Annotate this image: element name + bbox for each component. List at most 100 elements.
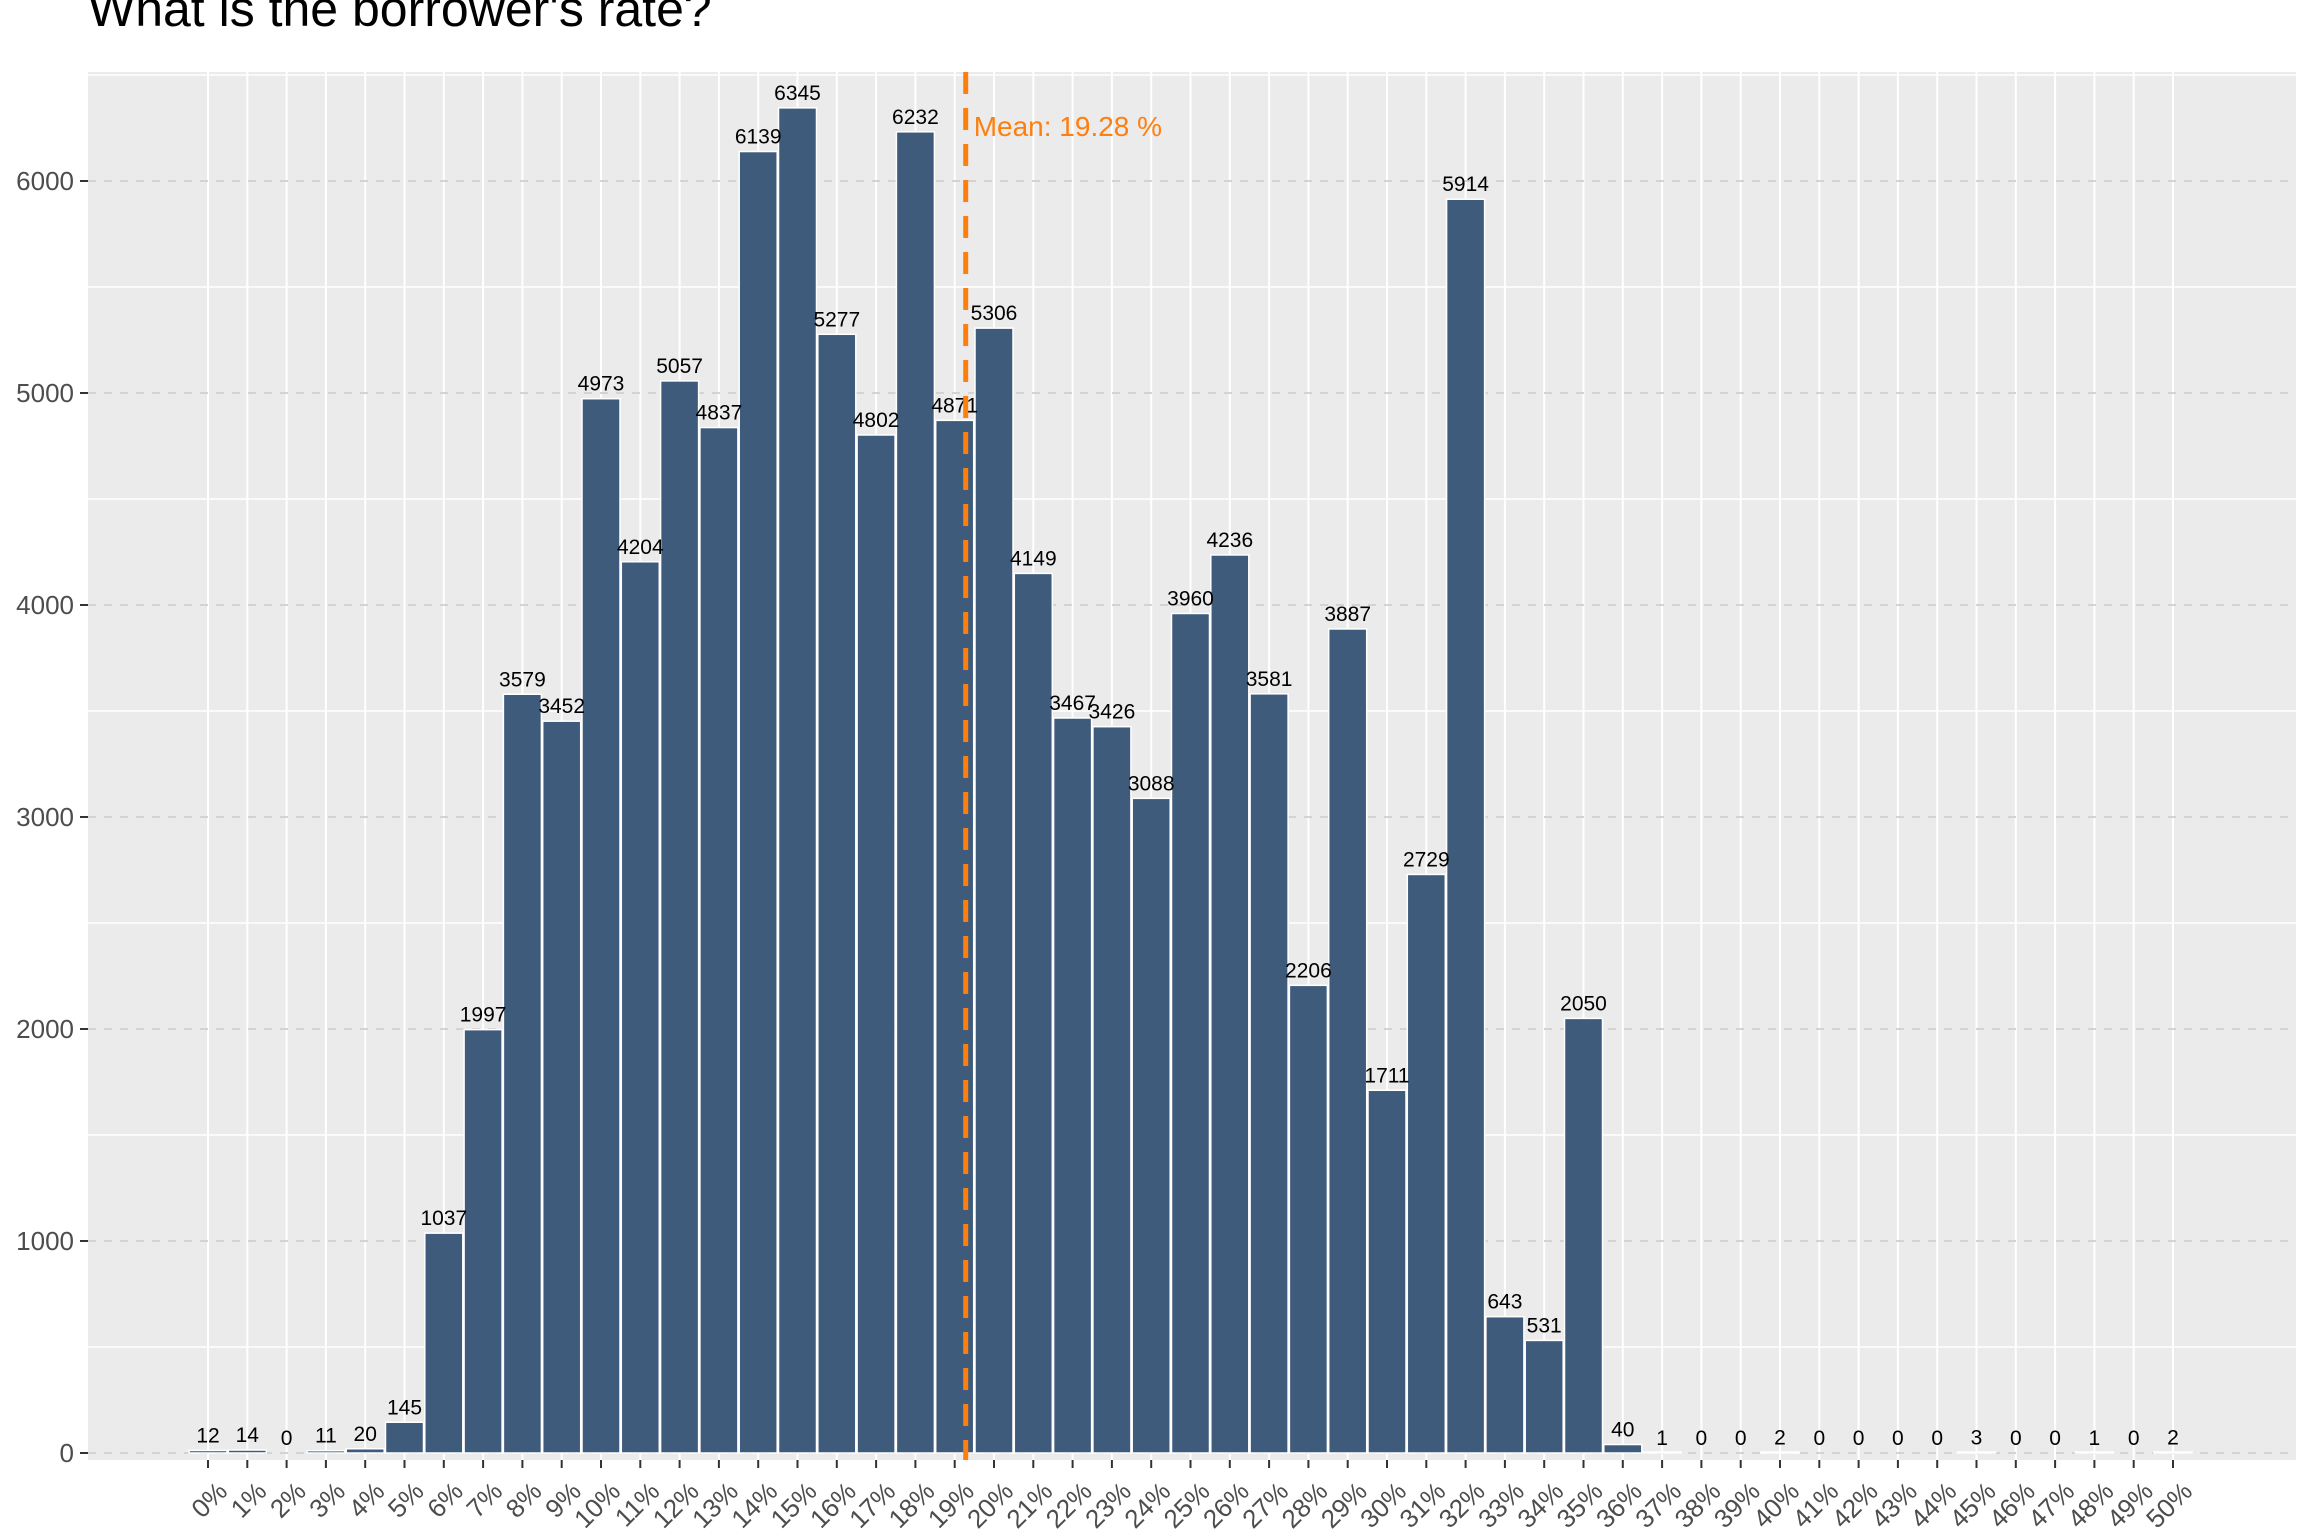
bar — [856, 434, 896, 1454]
bar-value-label: 12 — [196, 1424, 219, 1447]
bar — [1760, 1451, 1800, 1454]
bar — [1563, 1017, 1604, 1454]
bar — [502, 693, 543, 1454]
bar-value-label: 0 — [2128, 1427, 2140, 1450]
bar-value-label: 5914 — [1442, 173, 1489, 196]
bar — [1603, 1443, 1643, 1454]
bar-value-label: 6139 — [735, 126, 782, 149]
bar-value-label: 4871 — [931, 394, 978, 417]
bar — [659, 380, 700, 1454]
bar-value-label: 1997 — [460, 1004, 507, 1027]
y-tick-label: 2000 — [16, 1014, 74, 1044]
chart-title: What is the borrower's rate? — [88, 0, 712, 37]
y-tick-label: 1000 — [16, 1226, 74, 1256]
x-tick-label: 50% — [2140, 1476, 2198, 1534]
bar-value-label: 4837 — [696, 402, 743, 425]
bar-value-label: 3960 — [1167, 587, 1214, 610]
bar — [227, 1449, 268, 1454]
bar-value-label: 5306 — [971, 302, 1018, 325]
bar — [895, 131, 936, 1454]
bar-value-label: 3581 — [1246, 668, 1293, 691]
bar — [1210, 554, 1250, 1454]
bar-value-label: 3426 — [1089, 701, 1136, 724]
bar — [1445, 198, 1486, 1454]
bar-value-label: 14 — [236, 1424, 260, 1447]
bar-value-label: 4236 — [1206, 529, 1253, 552]
bar-value-label: 531 — [1527, 1314, 1562, 1337]
bar — [2153, 1451, 2193, 1454]
bar-value-label: 0 — [2049, 1427, 2061, 1450]
bar-value-label: 1037 — [420, 1207, 467, 1230]
bar — [1092, 725, 1132, 1454]
bar-value-label: 643 — [1487, 1291, 1522, 1314]
bar-value-label: 1711 — [1364, 1064, 1409, 1087]
bar-value-label: 11 — [315, 1425, 337, 1448]
bar — [817, 333, 857, 1454]
bar-value-label: 1 — [1656, 1427, 1668, 1450]
bar-value-label: 4973 — [578, 373, 625, 396]
bar-value-label: 3467 — [1049, 692, 1096, 715]
bar — [188, 1449, 228, 1454]
y-tick-label: 3000 — [16, 802, 74, 832]
bar-value-label: 0 — [281, 1427, 293, 1450]
bar — [1956, 1451, 1997, 1454]
bar-value-label: 3579 — [499, 668, 546, 691]
y-tick-label: 5000 — [16, 378, 74, 408]
bar — [1131, 797, 1171, 1454]
bar — [1524, 1339, 1564, 1454]
bar-value-label: 6232 — [892, 106, 939, 129]
bar — [1288, 984, 1329, 1454]
bar-value-label: 6345 — [774, 82, 821, 105]
bar-value-label: 0 — [1696, 1427, 1708, 1450]
bar-value-label: 1 — [2089, 1427, 2101, 1450]
bar — [620, 561, 661, 1454]
bar-value-label: 145 — [387, 1396, 422, 1419]
bar — [463, 1028, 503, 1454]
bar — [1367, 1089, 1407, 1454]
bars — [188, 107, 2193, 1454]
bar — [1327, 628, 1368, 1454]
bar-value-label: 0 — [1853, 1427, 1865, 1450]
data-labels: 12 14 0 11 201451037199735793452497342045057… — [196, 82, 2179, 1450]
bar-value-label: 2 — [1774, 1427, 1786, 1450]
bar-value-label: 4802 — [853, 409, 900, 432]
bar — [777, 107, 818, 1454]
bar — [541, 720, 582, 1454]
bar — [699, 426, 739, 1454]
bar-value-label: 4149 — [1010, 547, 1057, 570]
bar-value-label: 3 — [1971, 1426, 1983, 1449]
bar — [738, 150, 778, 1454]
bar-value-label: 3088 — [1128, 772, 1175, 795]
bar-value-label: 0 — [1931, 1427, 1943, 1450]
bar-value-label: 5277 — [813, 308, 860, 331]
bar — [384, 1421, 425, 1454]
bar — [974, 327, 1014, 1454]
x-axis: 0%1%2%3%4%5%6%7%8%9%10%11%12%13%14%15%16… — [185, 1460, 2198, 1534]
bar — [424, 1232, 464, 1454]
bar — [1406, 873, 1447, 1454]
bar — [1170, 612, 1211, 1454]
bar-value-label: 0 — [2010, 1427, 2022, 1450]
y-axis: 0 1000 2000 3000 4000 5000 6000 — [16, 166, 88, 1468]
bar-value-label: 20 — [354, 1423, 377, 1446]
bar-value-label: 4204 — [617, 536, 664, 559]
bar — [306, 1449, 346, 1454]
bar-value-label: 3452 — [538, 695, 585, 718]
bar-value-label: 40 — [1611, 1419, 1634, 1442]
y-tick-label: 4000 — [16, 590, 74, 620]
bar-value-label: 2206 — [1285, 959, 1332, 982]
y-tick-label: 0 — [60, 1438, 74, 1468]
bar-value-label: 2 — [2167, 1427, 2179, 1450]
mean-label: Mean: 19.28 % — [974, 111, 1162, 142]
bar — [1052, 717, 1093, 1454]
mean-annotation: Mean: 19.28 % — [963, 72, 1162, 1460]
bar-value-label: 3887 — [1324, 603, 1371, 626]
bar — [1642, 1451, 1682, 1454]
bar — [1013, 572, 1054, 1454]
bar — [2074, 1451, 2115, 1454]
bar — [581, 397, 621, 1454]
bar-value-label: 2050 — [1560, 992, 1607, 1015]
bar — [1485, 1315, 1525, 1454]
bar-value-label: 0 — [1735, 1427, 1747, 1450]
